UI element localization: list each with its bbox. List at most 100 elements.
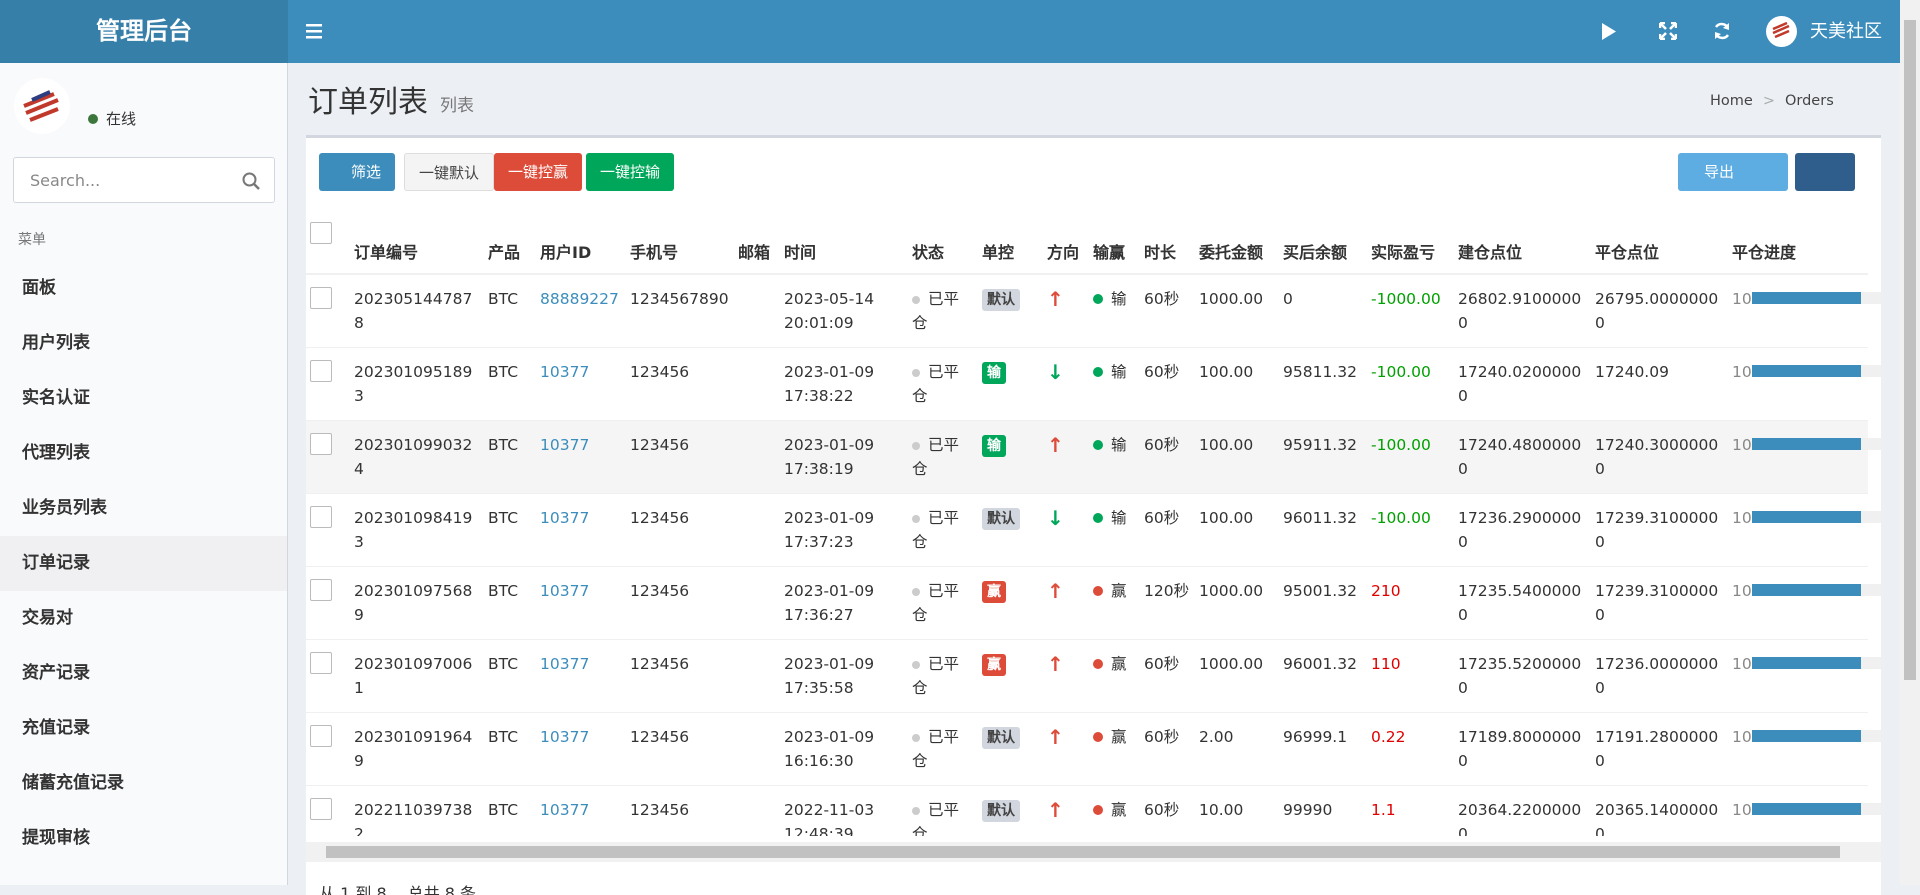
duration: 60秒 [1140,785,1195,836]
v-scrollbar[interactable] [1900,0,1920,885]
header-cell: 买后余额 [1279,200,1367,275]
pnl: 1.1 [1367,785,1454,836]
header-cell: 单控 [978,200,1043,275]
menu-item[interactable]: 用户列表 [22,333,90,353]
default-label: 一键默认 [419,164,480,182]
email [734,420,780,494]
order-row: 2023010990324 BTC 10377 123456 2023-01-09 17… [306,420,1881,494]
menu-item[interactable]: 充值记录 [22,718,90,738]
user-id[interactable]: 10377 [536,347,626,421]
result-cell: 输 [1089,420,1140,494]
menu-item[interactable]: 实名认证 [22,388,90,408]
balance: 96999.1 [1279,712,1367,786]
header-cell: 时长 [1140,200,1195,275]
row-checkbox[interactable] [310,433,332,455]
header-cell: 平仓进度 [1728,200,1868,275]
open-price: 17189.80000000 [1454,712,1591,786]
select-all[interactable] [310,222,332,244]
order-id: 2023010990324 [350,420,484,494]
user-id[interactable]: 10377 [536,712,626,786]
avatar[interactable] [1766,16,1797,47]
open-price: 20364.22000000 [1454,785,1591,836]
time: 2022-11-03 12:48:39 [780,785,908,836]
row-checkbox[interactable] [310,579,332,601]
row-checkbox[interactable] [310,360,332,382]
row-checkbox[interactable] [310,287,332,309]
email [734,712,780,786]
status-dot [912,442,920,450]
win-button[interactable]: 一键控赢 [494,153,583,191]
breadcrumb-home[interactable]: Home [1710,93,1753,109]
play-icon[interactable] [1601,23,1617,40]
h-scrollbar[interactable] [306,842,1881,862]
result-dot [1093,367,1103,377]
user-id[interactable]: 10377 [536,785,626,836]
progress-cell: 100 [1728,712,1881,786]
close-price: 17236.00000000 [1591,639,1728,713]
status: 已平仓 [912,801,960,836]
status: 已平仓 [912,436,960,478]
result-cell: 输 [1089,493,1140,567]
pnl: -1000.00 [1367,273,1454,348]
search-icon[interactable] [242,172,260,190]
user-id[interactable]: 10377 [536,420,626,494]
phone: 123456 [626,785,734,836]
cell [306,566,350,640]
refresh-icon[interactable] [1713,22,1731,40]
duration: 60秒 [1140,639,1195,713]
status-dot [912,734,920,742]
default-button[interactable]: 一键默认 [404,153,495,191]
time: 2023-01-09 17:37:23 [780,493,908,567]
lose-label: 一键控输 [600,163,661,181]
menu-item[interactable]: 业务员列表 [22,498,107,518]
user-id[interactable]: 88889227 [536,273,626,348]
menu-item[interactable]: 提现审核 [22,828,90,848]
lose-button[interactable]: 一键控输 [586,153,675,191]
phone: 123456 [626,566,734,640]
header-cell: 委托金额 [1195,200,1279,275]
brand[interactable]: 管理后台 [0,0,288,63]
time: 2023-01-09 17:35:58 [780,639,908,713]
user-name[interactable]: 天美社区 [1810,21,1882,42]
header-cell: 订单编号 [350,200,484,275]
duration: 120秒 [1140,566,1195,640]
cell [306,493,350,567]
menu-item[interactable]: 储蓄充值记录 [22,773,124,793]
close-price: 17239.31000000 [1591,566,1728,640]
time: 2023-01-09 17:38:19 [780,420,908,494]
user-id[interactable]: 10377 [536,566,626,640]
status-cell: 已平仓 [908,785,978,836]
balance: 96001.32 [1279,639,1367,713]
win-label: 一键控赢 [508,163,569,181]
menu-toggle[interactable] [306,23,322,39]
user-id[interactable]: 10377 [536,493,626,567]
filter-button[interactable]: 筛选 [319,153,395,191]
user-id[interactable]: 10377 [536,639,626,713]
row-checkbox[interactable] [310,798,332,820]
balance: 95911.32 [1279,420,1367,494]
row-checkbox[interactable] [310,652,332,674]
menu-item[interactable]: 代理列表 [22,443,90,463]
amount: 10.00 [1195,785,1279,836]
columns-button[interactable] [1795,153,1855,191]
order-id: 2022110397382 [350,785,484,836]
menu-item[interactable]: 面板 [22,278,56,298]
result: 输 [1111,509,1127,527]
h-scroll-thumb[interactable] [326,846,1840,858]
v-scroll-thumb[interactable] [1904,20,1916,680]
progress-cell: 100 [1728,493,1881,567]
menu: 面板用户列表实名认证代理列表业务员列表订单记录交易对资产记录充值记录储蓄充值记录… [0,261,287,866]
menu-item[interactable]: 资产记录 [22,663,90,683]
close-price: 17191.28000000 [1591,712,1728,786]
header-cell: 用户ID [536,200,626,275]
row-checkbox[interactable] [310,506,332,528]
row-checkbox[interactable] [310,725,332,747]
menu-item[interactable]: 订单记录 [0,536,287,591]
search-box[interactable]: Search... [13,157,275,203]
fullscreen-icon[interactable] [1659,22,1677,40]
control-label: 输 [982,435,1006,457]
menu-item[interactable]: 交易对 [22,608,73,628]
email [734,566,780,640]
balance: 96011.32 [1279,493,1367,567]
export-button[interactable]: 导出 [1678,153,1788,191]
